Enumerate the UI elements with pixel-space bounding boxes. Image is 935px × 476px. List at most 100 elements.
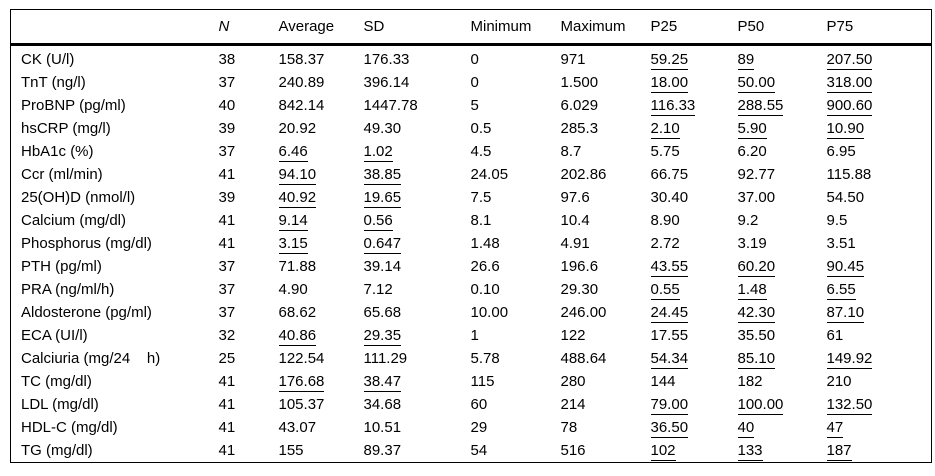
value: 37 xyxy=(218,304,236,321)
value: 488.64 xyxy=(560,350,607,367)
value: 285.3 xyxy=(560,120,599,137)
value: 6.029 xyxy=(560,97,599,114)
value: 176.33 xyxy=(363,51,410,68)
table-row: hsCRP (mg/l) 39 20.92 49.30 0.5 285.3 2.10 5.90… xyxy=(11,117,932,140)
table-row: HDL-C (mg/dl) 41 43.07 10.51 29 78 36.50 40 47 xyxy=(11,416,932,439)
table-cell: 19.65 xyxy=(354,186,461,209)
underlined-value: 38.85 xyxy=(363,166,402,185)
table-cell: 122.54 xyxy=(269,347,354,370)
value: 3.51 xyxy=(826,235,856,252)
table-cell: 87.10 xyxy=(817,301,932,324)
row-label: HbA1c (%) xyxy=(21,143,94,160)
underlined-value: 42.30 xyxy=(737,304,776,323)
table-cell: 0.647 xyxy=(354,232,461,255)
underlined-value: 1.48 xyxy=(737,281,767,300)
underlined-value: 288.55 xyxy=(737,97,784,116)
value: 26.6 xyxy=(470,258,500,275)
table-cell: 285.3 xyxy=(551,117,641,140)
table-cell: 61 xyxy=(817,324,932,347)
value: 39 xyxy=(218,120,236,137)
table-cell: 41 xyxy=(209,232,269,255)
value: 92.77 xyxy=(737,166,776,183)
table-cell: 24.45 xyxy=(641,301,728,324)
table-cell: 1.48 xyxy=(461,232,551,255)
table-cell: 89.37 xyxy=(354,439,461,463)
value: 37 xyxy=(218,281,236,298)
underlined-value: 0.55 xyxy=(650,281,680,300)
table-cell: 79.00 xyxy=(641,393,728,416)
underlined-value: 38.47 xyxy=(363,373,402,392)
value: 1447.78 xyxy=(363,97,418,114)
stats-table: N Average SD Minimum Maximum P25 P50 P75 CK (U/… xyxy=(10,9,932,463)
table-cell: 41 xyxy=(209,209,269,232)
table-cell: 10.51 xyxy=(354,416,461,439)
table-cell: 94.10 xyxy=(269,163,354,186)
table-cell: 6.029 xyxy=(551,94,641,117)
value: 37 xyxy=(218,258,236,275)
table-cell: 8.7 xyxy=(551,140,641,163)
table-cell: 18.00 xyxy=(641,71,728,94)
value: 280 xyxy=(560,373,586,390)
table-cell: 60.20 xyxy=(728,255,817,278)
column-header-p50: P50 xyxy=(727,9,817,46)
table-cell: 43.07 xyxy=(269,416,354,439)
value: 20.92 xyxy=(278,120,317,137)
table-cell: 100.00 xyxy=(728,393,817,416)
table-body: CK (U/l) 38 158.37 176.33 0 971 59.25 89 207.50 T… xyxy=(11,45,932,463)
value: 246.00 xyxy=(560,304,607,321)
table-cell: 105.37 xyxy=(269,393,354,416)
table-cell: 214 xyxy=(551,393,641,416)
value: 97.6 xyxy=(560,189,590,206)
value: 89.37 xyxy=(363,442,402,459)
table-cell: 40.86 xyxy=(269,324,354,347)
table-cell: 37 xyxy=(209,301,269,324)
table-cell: 40.92 xyxy=(269,186,354,209)
table-cell: 29.35 xyxy=(354,324,461,347)
table-cell: 54.34 xyxy=(641,347,728,370)
underlined-value: 0.647 xyxy=(363,235,402,254)
value: 122.54 xyxy=(278,350,325,367)
table-cell: 54 xyxy=(461,439,551,463)
table-cell: 176.68 xyxy=(269,370,354,393)
value: 196.6 xyxy=(560,258,599,275)
underlined-value: 47 xyxy=(826,419,844,438)
table-cell: 39 xyxy=(209,117,269,140)
table-cell: 37 xyxy=(209,140,269,163)
table-cell: 0 xyxy=(461,71,551,94)
table-row: LDL (mg/dl) 41 105.37 34.68 60 214 79.00 100.00… xyxy=(11,393,932,416)
underlined-value: 176.68 xyxy=(278,373,325,392)
table-cell: 9.2 xyxy=(728,209,817,232)
value: 10.00 xyxy=(470,304,509,321)
value: 214 xyxy=(560,396,586,413)
table-cell: 10.4 xyxy=(551,209,641,232)
table-cell: 115 xyxy=(461,370,551,393)
underlined-value: 149.92 xyxy=(826,350,873,369)
underlined-value: 2.10 xyxy=(650,120,680,139)
row-label: Calcium (mg/dl) xyxy=(21,212,127,229)
value: 210 xyxy=(826,373,852,390)
column-header-n: N xyxy=(208,9,269,46)
value: 39.14 xyxy=(363,258,402,275)
table-row: ProBNP (pg/ml) 40 842.14 1447.78 5 6.029 116.3… xyxy=(11,94,932,117)
value: 6.95 xyxy=(826,143,856,160)
table-cell: 42.30 xyxy=(728,301,817,324)
table-cell: 0.5 xyxy=(461,117,551,140)
underlined-value: 19.65 xyxy=(363,189,402,208)
table-cell: 5.90 xyxy=(728,117,817,140)
underlined-value: 79.00 xyxy=(650,396,689,415)
value: 60 xyxy=(470,396,488,413)
table-row: ECA (UI/l) 32 40.86 29.35 1 122 17.55 35.50 61 xyxy=(11,324,932,347)
underlined-value: 89 xyxy=(737,51,755,70)
table-cell: 246.00 xyxy=(551,301,641,324)
value: 7.12 xyxy=(363,281,393,298)
value: 24.05 xyxy=(470,166,509,183)
table-cell: 7.12 xyxy=(354,278,461,301)
underlined-value: 54.34 xyxy=(650,350,689,369)
table-cell: 37 xyxy=(209,71,269,94)
value: 7.5 xyxy=(470,189,492,206)
underlined-value: 0.56 xyxy=(363,212,393,231)
table-cell: 0.56 xyxy=(354,209,461,232)
underlined-value: 318.00 xyxy=(826,74,873,93)
underlined-value: 90.45 xyxy=(826,258,865,277)
value: 38 xyxy=(218,51,236,68)
